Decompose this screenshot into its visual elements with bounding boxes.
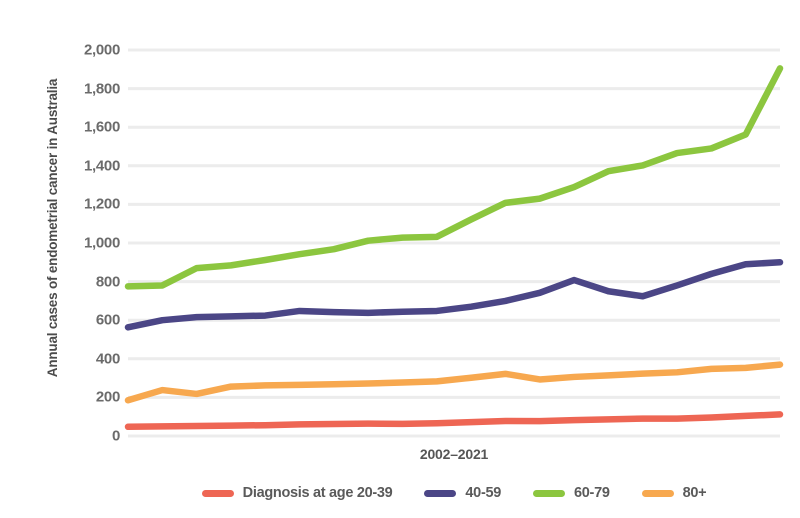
- legend-item-label: 60-79: [574, 485, 610, 501]
- y-axis-tick-label: 2,000: [83, 41, 120, 59]
- legend-item-label: 40-59: [465, 485, 502, 501]
- legend-item-label: Diagnosis at age 20-39: [242, 485, 393, 501]
- series-line: [124, 259, 784, 331]
- y-axis-tick-label: 400: [95, 350, 120, 368]
- y-axis-tick-label: 800: [95, 273, 120, 291]
- legend-item[interactable]: 60-79: [533, 485, 610, 501]
- legend-item-label: 80+: [682, 485, 707, 501]
- plot-canvas: [124, 48, 784, 438]
- y-axis-tick-label: 1,600: [83, 118, 120, 136]
- plot-area: [124, 48, 784, 438]
- y-axis-tick-label: 1,000: [83, 234, 120, 252]
- y-axis-tick-label: 200: [95, 388, 120, 406]
- legend-color-swatch-icon: [641, 489, 674, 497]
- chart-legend: Diagnosis at age 20-39 40-59 60-79 80+: [128, 480, 780, 506]
- y-axis-tick-label: 1,200: [83, 195, 120, 213]
- y-axis-tick-label: 1,400: [83, 157, 120, 175]
- series-line: [124, 361, 784, 404]
- legend-item[interactable]: Diagnosis at age 20-39: [201, 485, 393, 501]
- y-axis-tick-label: 0: [111, 427, 120, 445]
- legend-color-swatch-icon: [201, 489, 234, 497]
- y-axis-tick-label: 1,800: [83, 80, 120, 98]
- x-axis-title: 2002–2021: [419, 446, 489, 462]
- legend-color-swatch-icon: [424, 489, 457, 497]
- legend-item[interactable]: 40-59: [424, 485, 501, 501]
- y-axis-tick-labels: 0 200 400 600 800 1,000 1,200 1,400 1,600 1,800 2,…: [40, 42, 120, 445]
- legend-item[interactable]: 80+: [641, 485, 707, 501]
- series-line: [124, 411, 784, 430]
- y-axis-tick-label: 600: [95, 311, 120, 329]
- legend-color-swatch-icon: [533, 489, 566, 497]
- series-line: [124, 65, 784, 290]
